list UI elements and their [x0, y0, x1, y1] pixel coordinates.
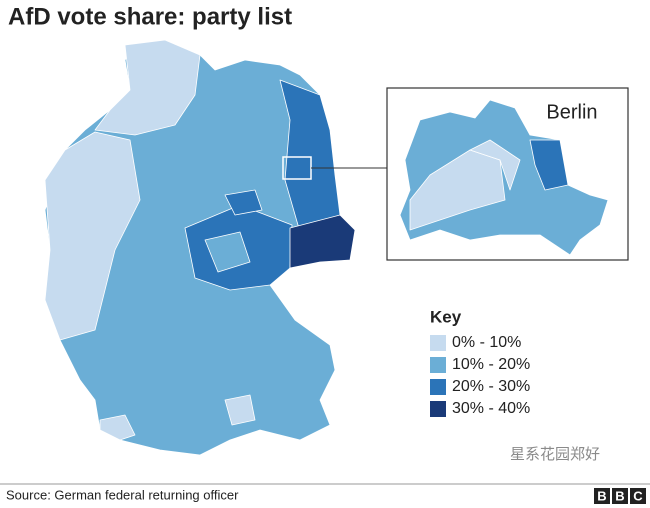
legend-swatch	[430, 335, 446, 351]
legend-title: Key	[430, 307, 462, 326]
region	[469, 139, 521, 191]
inset-label: Berlin	[546, 101, 597, 123]
title: AfD vote share: party list	[8, 3, 292, 30]
region	[224, 189, 263, 216]
watermark: 星系花园郑好	[510, 446, 600, 463]
region	[204, 231, 251, 273]
logo-letter: C	[633, 488, 643, 503]
region	[224, 394, 256, 426]
legend-swatch	[430, 357, 446, 373]
region	[94, 39, 201, 136]
legend-swatch	[430, 379, 446, 395]
logo-box	[612, 488, 628, 504]
legend: Key 0% - 10% 10% - 20% 20% - 30% 30% - 40%	[430, 307, 530, 417]
source: Source: German federal returning officer	[6, 487, 239, 502]
berlin-inset: Berlin	[386, 87, 629, 261]
germany-map	[44, 39, 387, 456]
legend-label: 20% - 30%	[452, 378, 530, 395]
legend-label: 0% - 10%	[452, 334, 521, 351]
region	[529, 139, 569, 191]
logo-box	[594, 488, 610, 504]
region	[99, 414, 136, 441]
legend-swatch	[430, 401, 446, 417]
region	[44, 131, 141, 341]
logo-letter: B	[597, 488, 606, 503]
logo-box	[630, 488, 646, 504]
legend-label: 30% - 40%	[452, 400, 530, 417]
region	[289, 214, 356, 269]
logo-letter: B	[615, 488, 624, 503]
legend-label: 10% - 20%	[452, 356, 530, 373]
